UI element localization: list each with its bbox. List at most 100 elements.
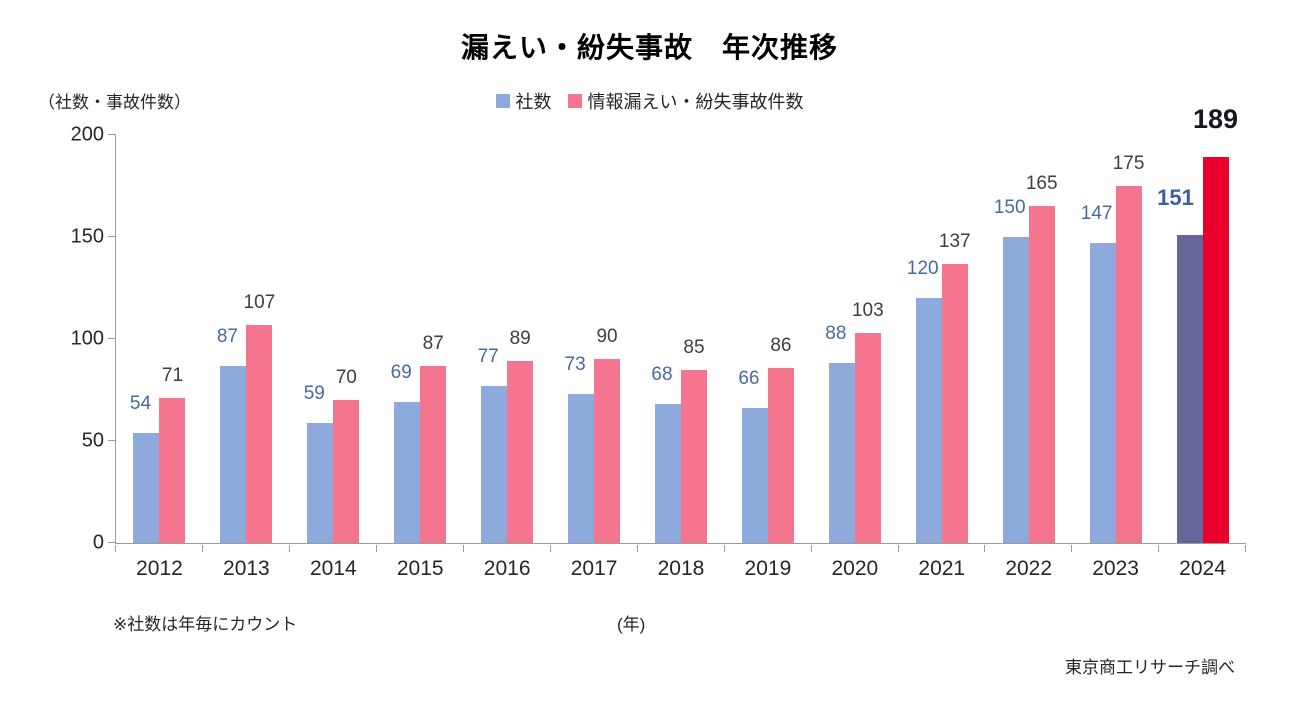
- y-tick-label: 150: [70, 225, 104, 248]
- x-tick: [1245, 544, 1247, 552]
- bar-incident-2024: [1202, 157, 1229, 543]
- bar-company-2013: [220, 365, 247, 543]
- y-tick: [108, 440, 116, 441]
- category-group-2020: 88 103 2020: [811, 135, 898, 580]
- bar-incident-2012: [159, 398, 186, 543]
- source-credit: 東京商工リサーチ調べ: [1065, 658, 1235, 677]
- year-label-2013: 2013: [223, 557, 270, 580]
- category-group-2017: 73 90 2017: [551, 135, 638, 580]
- value-label-company-2024: 151: [1157, 184, 1194, 210]
- chart-title: 漏えい・紛失事故 年次推移: [460, 32, 838, 63]
- legend-swatch-company-icon: [495, 94, 510, 108]
- value-label-company-2020: 88: [825, 323, 847, 345]
- bar-incident-2022: [1028, 206, 1055, 543]
- year-label-2015: 2015: [396, 557, 444, 580]
- value-label-incident-2024: 189: [1192, 104, 1239, 135]
- year-label-2019: 2019: [744, 557, 792, 580]
- category-group-2019: 66 86 2019: [724, 135, 811, 580]
- bar-company-2012: [133, 432, 160, 543]
- bar-incident-2023: [1115, 186, 1142, 543]
- value-label-incident-2021: 137: [938, 230, 971, 252]
- legend-item-incident: 情報漏えい・紛失事故件数: [567, 88, 804, 114]
- bar-incident-2021: [941, 263, 968, 543]
- value-label-company-2015: 69: [390, 362, 412, 384]
- x-tick: [462, 544, 464, 552]
- bar-company-2015: [394, 402, 421, 543]
- x-tick: [549, 544, 551, 552]
- value-label-incident-2023: 175: [1112, 153, 1145, 174]
- value-label-incident-2020: 103: [851, 299, 884, 321]
- x-tick: [1071, 544, 1073, 552]
- value-label-incident-2014: 70: [335, 367, 357, 389]
- category-group-2015: 69 87 2015: [377, 135, 464, 580]
- legend-label-incident: 情報漏えい・紛失事故件数: [587, 92, 804, 112]
- x-tick: [115, 544, 117, 552]
- y-axis-unit-label: （社数・事故件数）: [38, 93, 191, 112]
- value-label-company-2013: 87: [216, 325, 238, 347]
- bar-company-2019: [741, 408, 768, 543]
- footnote-note: ※社数は年毎にカウント: [113, 615, 298, 634]
- year-label-2024: 2024: [1179, 557, 1226, 580]
- category-group-2018: 68 85 2018: [638, 135, 725, 580]
- value-label-incident-2018: 85: [683, 336, 705, 358]
- year-label-2016: 2016: [483, 557, 531, 580]
- bar-company-2023: [1089, 243, 1116, 543]
- y-tick-label: 50: [81, 429, 104, 452]
- x-tick: [723, 544, 725, 552]
- year-label-2012: 2012: [136, 557, 183, 580]
- x-tick: [289, 544, 291, 552]
- x-tick: [984, 544, 986, 552]
- bar-company-2017: [568, 394, 595, 543]
- legend-label-company: 社数: [515, 92, 552, 112]
- y-tick: [108, 338, 116, 339]
- bar-incident-2014: [333, 400, 360, 543]
- value-label-company-2021: 120: [906, 258, 939, 280]
- year-label-2017: 2017: [570, 557, 618, 580]
- legend-swatch-incident-icon: [567, 94, 582, 108]
- value-label-company-2018: 68: [651, 364, 673, 386]
- value-label-incident-2015: 87: [422, 332, 444, 354]
- value-label-incident-2019: 86: [770, 334, 792, 356]
- year-label-2023: 2023: [1092, 557, 1139, 580]
- value-label-company-2017: 73: [564, 354, 586, 376]
- bar-incident-2016: [507, 361, 534, 543]
- category-group-2013: 87 107 2013: [203, 135, 290, 580]
- x-tick: [810, 544, 812, 552]
- value-label-incident-2012: 71: [161, 365, 184, 387]
- y-tick-label: 0: [92, 531, 104, 554]
- year-label-2018: 2018: [657, 557, 705, 580]
- value-label-company-2022: 150: [993, 197, 1026, 218]
- value-label-incident-2017: 90: [596, 326, 618, 348]
- bar-company-2021: [915, 298, 942, 543]
- bar-incident-2019: [767, 367, 794, 543]
- category-group-2012: 54 71 2012: [116, 135, 203, 580]
- year-label-2022: 2022: [1005, 557, 1053, 580]
- category-group-2023: 147 175 2023: [1072, 135, 1159, 580]
- y-tick: [108, 542, 116, 543]
- category-group-2021: 120 137 2021: [898, 135, 985, 580]
- category-group-2016: 77 89 2016: [464, 135, 551, 580]
- bar-company-2016: [481, 385, 508, 543]
- x-tick: [1158, 544, 1160, 552]
- category-group-2014: 59 70 2014: [290, 135, 377, 580]
- y-tick-label: 100: [70, 327, 104, 350]
- value-label-company-2023: 147: [1080, 203, 1113, 225]
- value-label-company-2012: 54: [129, 392, 152, 414]
- x-tick: [202, 544, 204, 552]
- x-axis-unit-label: (年): [617, 615, 646, 634]
- bar-incident-2020: [854, 332, 881, 543]
- category-group-2024: 151 189 2024: [1157, 106, 1246, 580]
- year-label-2020: 2020: [831, 557, 879, 580]
- value-label-incident-2022: 165: [1025, 173, 1058, 195]
- y-tick: [108, 134, 116, 135]
- x-tick: [897, 544, 899, 552]
- x-tick: [376, 544, 378, 552]
- plot-area: 0 50 100 150 200 54 71 2012 87 107 2013 59 70 2014 69 8…: [71, 106, 1247, 580]
- year-label-2021: 2021: [918, 557, 966, 580]
- bar-company-2020: [828, 363, 855, 543]
- value-label-incident-2016: 89: [509, 328, 531, 350]
- y-tick: [108, 236, 116, 237]
- category-group-2022: 150 165 2022: [985, 135, 1072, 580]
- value-label-company-2019: 66: [738, 368, 760, 390]
- legend-item-company: 社数: [495, 88, 552, 114]
